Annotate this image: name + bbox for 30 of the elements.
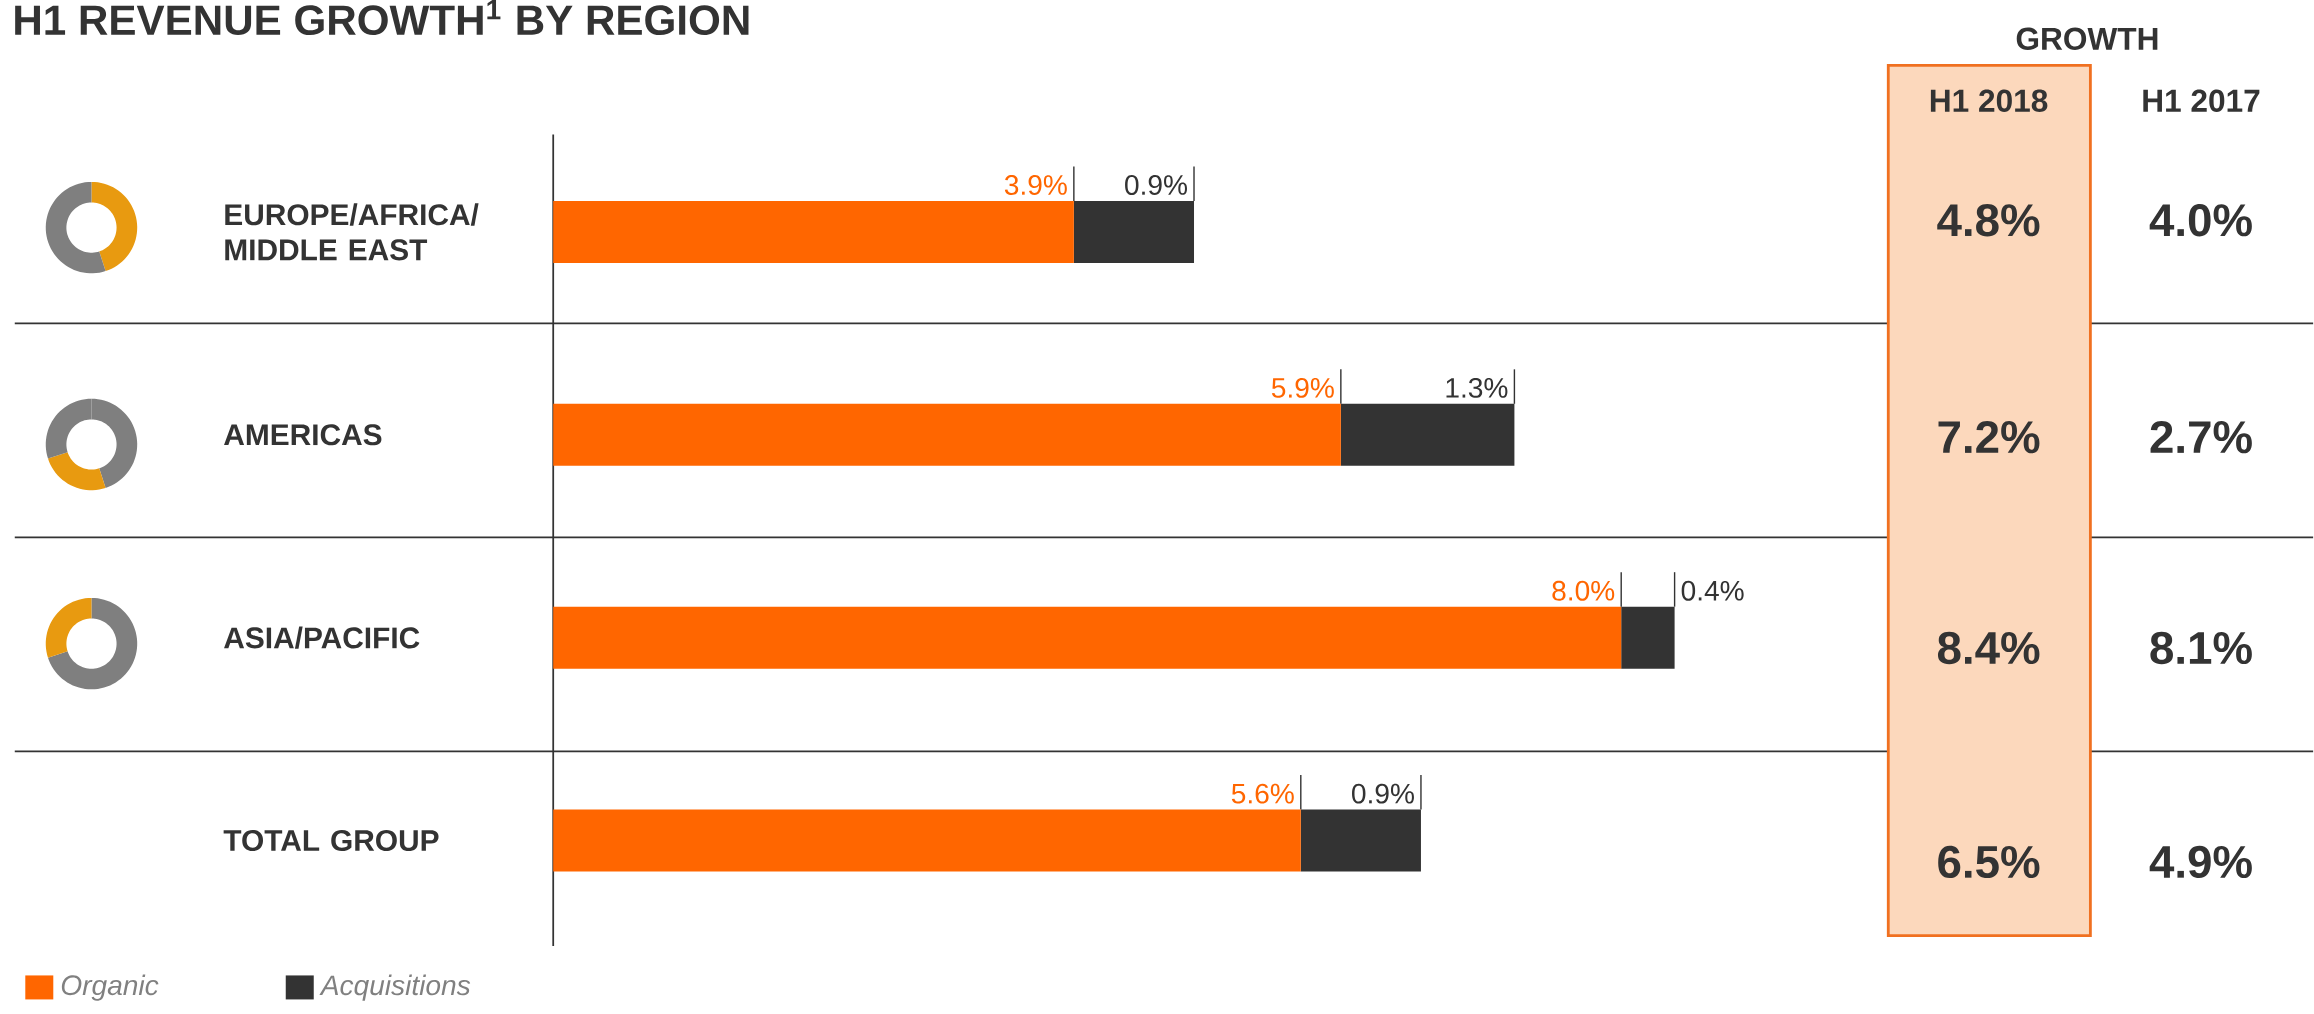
data-label: 0.4% [1681, 580, 1744, 601]
bar [553, 606, 1622, 669]
y-tick-label: TOTAL GROUP [223, 829, 439, 851]
text: 4.0% [2149, 203, 2252, 237]
data-label: 3.9% [1004, 174, 1067, 195]
text: 2.7% [2150, 420, 2252, 454]
legend-label: Acquisitions [319, 974, 471, 1001]
text: 8.1% [2150, 631, 2252, 665]
data-label: 5.9% [1271, 377, 1334, 398]
legend-label: Organic [61, 974, 159, 1001]
y-tick-label: ASIA/PACIFIC [224, 626, 420, 649]
text: 4.8% [1937, 203, 2040, 237]
text: 6.5% [1938, 845, 2040, 878]
text: 4.9% [2149, 845, 2252, 878]
data-label: 1.3% [1446, 377, 1508, 398]
bar [553, 403, 1341, 466]
y-tick-label: AMERICAS [224, 424, 382, 446]
chart-title: H1 REVENUE GROWTH$^{1}$ BY REGION [15, 0, 749, 35]
bar [553, 200, 1074, 263]
text: GROWTH [2016, 27, 2158, 50]
y-tick-label: EUROPE/AFRICA/ MIDDLE EAST [225, 203, 479, 261]
data-label: 0.9% [1125, 174, 1188, 195]
text: 8.4% [1937, 631, 2040, 665]
text: 7.2% [1938, 420, 2040, 454]
data-label: 8.0% [1552, 580, 1615, 601]
text: H1 2018 [1930, 89, 2048, 112]
text: H1 2017 [2143, 89, 2260, 112]
bar [553, 809, 1301, 872]
data-label: 0.9% [1352, 783, 1414, 804]
data-label: 5.6% [1231, 783, 1294, 804]
